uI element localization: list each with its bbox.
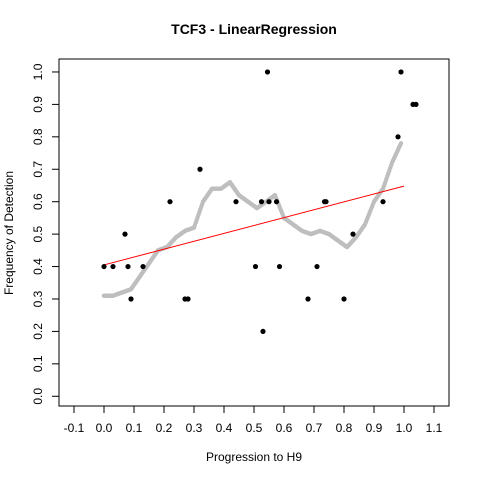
observed-point — [350, 231, 356, 237]
x-axis-label: Progression to H9 — [206, 450, 302, 464]
observed-point — [125, 263, 131, 270]
regression-line — [103, 185, 405, 266]
x-tick-label: 0.9 — [366, 421, 383, 435]
observed-series — [101, 69, 419, 335]
y-tick-label: 0.7 — [31, 161, 45, 178]
x-tick-label: 0.7 — [306, 421, 323, 435]
y-axis-label: Frequency of Detection — [2, 171, 16, 295]
observed-point — [341, 296, 347, 302]
y-tick-label: 0.0 — [31, 388, 45, 405]
y-tick-label: 0.8 — [31, 128, 45, 145]
observed-point — [395, 134, 401, 140]
y-tick-label: 0.3 — [31, 290, 45, 307]
observed-point — [260, 328, 266, 335]
y-tick-label: 0.4 — [31, 258, 45, 275]
observed-point — [185, 296, 191, 302]
observed-point — [128, 296, 134, 302]
observed-point — [197, 166, 203, 172]
regression-line-group — [103, 185, 405, 266]
observed-point — [122, 231, 128, 237]
chart-title: TCF3 - LinearRegression — [171, 21, 337, 37]
observed-point — [252, 263, 259, 270]
observed-point — [140, 263, 146, 270]
observed-point — [266, 199, 272, 205]
observed-point — [233, 199, 239, 205]
observed-point — [398, 69, 404, 75]
x-tick-label: 0.0 — [96, 421, 113, 435]
x-tick-label: 1.0 — [396, 421, 413, 435]
x-tick-label: 1.1 — [426, 421, 443, 435]
observed-point — [413, 101, 419, 108]
x-tick-label: 0.2 — [156, 421, 173, 435]
plot-frame — [58, 58, 450, 407]
observed-point — [273, 199, 280, 205]
observed-point — [314, 263, 320, 270]
observed-point — [305, 296, 311, 302]
observed-point — [110, 263, 116, 270]
x-tick-label: 0.5 — [246, 421, 263, 435]
observed-point — [276, 263, 283, 270]
y-tick-label: 0.5 — [31, 225, 45, 242]
observed-point — [101, 263, 107, 270]
x-tick-label: 0.1 — [126, 421, 143, 435]
y-tick-label: 0.6 — [31, 193, 45, 210]
y-axis: 0.0 0.1 0.2 0.3 0.4 0.5 0.6 0.7 0.8 0.9 1.0 — [31, 63, 59, 405]
y-tick-label: 0.1 — [31, 355, 45, 372]
x-tick-label: 0.3 — [186, 421, 203, 435]
x-tick-label: 0.6 — [276, 421, 293, 435]
x-tick-label: 0.8 — [336, 421, 353, 435]
x-tick-label: -0.1 — [64, 421, 85, 435]
observed-point — [380, 199, 386, 205]
x-axis: -0.1 0.0 0.1 0.2 0.3 0.4 0.5 0.6 0.7 0.8 0.9 1.0 1.1 — [64, 406, 443, 435]
smoothed-point — [398, 141, 404, 146]
x-tick-label: 0.4 — [216, 421, 233, 435]
observed-point — [167, 199, 173, 205]
observed-point — [258, 199, 265, 205]
smoothed-series — [101, 141, 404, 298]
y-tick-label: 0.2 — [31, 323, 45, 340]
observed-point — [323, 199, 329, 205]
observed-point — [264, 69, 271, 75]
y-tick-label: 1.0 — [31, 63, 45, 80]
y-tick-label: 0.9 — [31, 96, 45, 113]
